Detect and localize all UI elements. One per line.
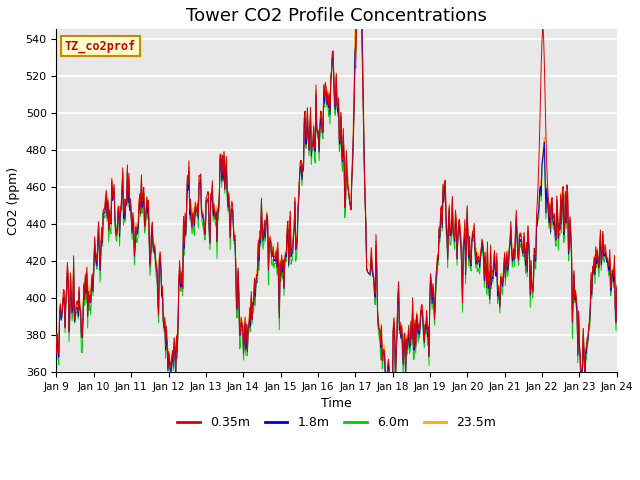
23.5m [613,281,621,287]
1.8m [387,444,395,450]
6.0m [63,292,70,298]
Legend: 0.35m, 1.8m, 6.0m, 23.5m: 0.35m, 1.8m, 6.0m, 23.5m [172,411,501,434]
6.0m [387,456,395,461]
6.0m [406,347,414,352]
6.0m [423,317,431,323]
0.35m [63,286,70,291]
Line: 23.5m: 23.5m [56,0,617,439]
0.35m [406,340,414,346]
23.5m [120,198,128,204]
0.35m [613,284,621,289]
23.5m [406,337,414,343]
6.0m [120,206,128,212]
23.5m [52,347,60,352]
1.8m [406,343,414,348]
Y-axis label: CO2 (ppm): CO2 (ppm) [7,167,20,235]
0.35m [52,350,60,356]
1.8m [52,351,60,357]
0.35m [423,308,431,313]
Title: Tower CO2 Profile Concentrations: Tower CO2 Profile Concentrations [186,7,487,25]
6.0m [177,288,185,294]
1.8m [177,284,185,290]
Line: 1.8m: 1.8m [56,0,617,447]
0.35m [120,196,128,202]
23.5m [387,436,395,442]
0.35m [387,443,395,448]
Line: 0.35m: 0.35m [56,0,617,445]
Text: TZ_co2prof: TZ_co2prof [65,39,136,53]
23.5m [207,191,214,196]
1.8m [423,312,431,318]
6.0m [613,287,621,292]
23.5m [423,307,431,312]
6.0m [207,194,214,200]
1.8m [613,286,621,291]
1.8m [120,204,128,209]
23.5m [177,278,185,284]
23.5m [63,284,70,289]
Line: 6.0m: 6.0m [56,0,617,458]
1.8m [207,194,214,200]
1.8m [63,289,70,295]
0.35m [207,191,214,197]
0.35m [177,281,185,287]
6.0m [52,354,60,360]
X-axis label: Time: Time [321,397,352,410]
